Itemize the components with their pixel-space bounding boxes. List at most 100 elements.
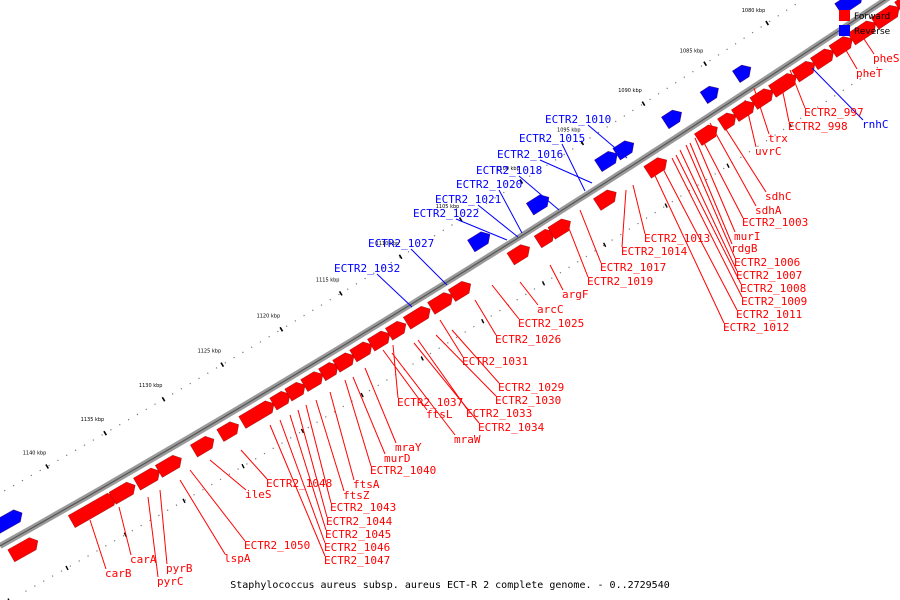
gene-arrow-forward <box>318 362 339 382</box>
leader-line <box>679 149 738 272</box>
gene-arrow-forward <box>427 292 453 315</box>
gene-arrow-forward <box>402 306 431 330</box>
gene-label: ECTR2_1012 <box>723 321 789 334</box>
legend-reverse-swatch <box>839 25 850 36</box>
gene-label: ECTR2_1020 <box>456 178 522 191</box>
gene-label: ECTR2_1014 <box>621 245 688 258</box>
gene-arrow-reverse <box>661 109 682 130</box>
gene-label: ECTR2_1037 <box>397 396 463 409</box>
gene-label: ftsL <box>426 408 453 421</box>
inner-tick-mark <box>360 392 364 398</box>
gene-label: carB <box>105 567 132 580</box>
gene-label: ftsZ <box>343 489 370 502</box>
leader-line <box>671 157 743 298</box>
leader-line <box>410 248 448 286</box>
inner-tick-mark <box>603 242 607 248</box>
leader-line <box>694 137 736 233</box>
tick-label: 1105 kbp <box>436 204 460 210</box>
tick-label: 1095 kbp <box>557 127 581 133</box>
gene-label: mraW <box>454 433 481 446</box>
leader-line <box>344 379 372 467</box>
leader-line <box>240 449 268 480</box>
tick-mark <box>220 362 225 368</box>
leader-line <box>305 404 332 504</box>
gene-label: ECTR2_1040 <box>370 464 436 477</box>
gene-arrow-forward <box>238 400 275 429</box>
gene-label: ECTR2_1047 <box>324 554 390 567</box>
leader-line <box>779 77 790 123</box>
gene-label: ECTR2_1026 <box>495 333 561 346</box>
gene-label: ECTR2_1011 <box>736 308 802 321</box>
leader-line <box>539 159 593 184</box>
gene-arrow-forward <box>216 421 239 442</box>
tick-label: 1130 kbp <box>139 383 163 389</box>
genome-caption: Staphylococcus aureus subsp. aureus ECT-… <box>230 580 670 591</box>
gene-label: ECTR2_1033 <box>466 407 532 420</box>
leader-line <box>159 489 168 565</box>
gene-arrow-reverse <box>0 509 23 534</box>
inner-tick-mark <box>541 281 546 286</box>
gene-label: ECTR2_1031 <box>462 355 528 368</box>
leader-line <box>689 142 733 245</box>
tick-mark <box>338 290 343 296</box>
leader-line <box>753 87 770 135</box>
leader-line <box>491 284 520 320</box>
legend-forward-label: Forward <box>854 12 890 22</box>
tick-mark <box>161 396 166 402</box>
tick-mark <box>45 464 50 469</box>
gene-label: rnhC <box>862 118 889 131</box>
leader-line <box>329 391 355 481</box>
gene-label: ECTR2_1034 <box>478 421 545 434</box>
leader-line <box>289 414 327 531</box>
leader-line <box>474 299 497 336</box>
gene-label: ECTR2_1046 <box>324 541 390 554</box>
gene-label: ECTR2_1006 <box>734 256 800 269</box>
tick-mark <box>279 326 284 332</box>
tick-label: 1115 kbp <box>316 278 340 284</box>
leader-line <box>675 154 742 285</box>
gene-arrow-reverse <box>699 85 719 105</box>
gene-layer <box>0 0 900 563</box>
inner-tick-mark <box>300 428 305 434</box>
gene-arrow-forward <box>731 100 755 122</box>
tick-mark <box>519 179 524 184</box>
leader-line <box>279 419 326 544</box>
leader-line <box>179 479 226 555</box>
tick-label: 1090 kbp <box>618 88 642 94</box>
leader-line <box>391 352 456 436</box>
gene-label: ECTR2_1044 <box>326 515 393 528</box>
gene-label: uvrC <box>755 145 782 158</box>
gene-label: ECTR2_1018 <box>476 164 542 177</box>
gene-arrow-forward <box>547 218 571 240</box>
gene-arrow-forward <box>269 391 291 411</box>
gene-arrow-forward <box>894 0 900 11</box>
leader-line <box>413 342 480 424</box>
tick-mark <box>398 254 403 260</box>
gene-arrow-forward <box>367 330 391 352</box>
leader-line <box>621 189 627 248</box>
leader-line <box>587 124 628 159</box>
gene-label: murI <box>734 230 761 243</box>
tick-label: 1135 kbp <box>81 417 105 423</box>
leader-line <box>477 204 519 238</box>
tick-mark <box>641 101 646 107</box>
inner-tick-mark <box>481 318 485 324</box>
gene-label: trx <box>768 132 788 145</box>
gene-label: ECTR2_997 <box>804 106 864 119</box>
gene-label: sdhC <box>765 190 792 203</box>
leader-line <box>376 273 413 308</box>
leader-line <box>857 29 875 55</box>
gene-arrow-reverse <box>525 194 550 216</box>
gene-arrow-forward <box>749 88 774 110</box>
gene-label: arcC <box>537 303 564 316</box>
gene-label: sdhA <box>755 204 782 217</box>
gene-arrow-forward <box>190 436 215 458</box>
gene-arrow-forward <box>349 341 373 363</box>
gene-label: ECTR2_1019 <box>587 275 653 288</box>
leader-line-layer <box>89 29 875 578</box>
gene-arrow-forward <box>300 371 324 392</box>
gene-label: ECTR2_1043 <box>330 501 396 514</box>
gene-arrow-forward <box>108 481 136 505</box>
gene-label: pyrC <box>157 575 184 588</box>
legend-forward-swatch <box>839 10 850 21</box>
